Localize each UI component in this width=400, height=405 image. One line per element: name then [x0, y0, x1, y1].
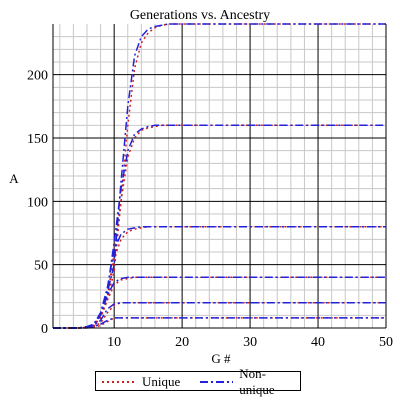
series-line-non-unique-2 — [53, 276, 386, 329]
x-axis-label: G # — [211, 351, 231, 366]
x-tick-label: 50 — [379, 335, 393, 350]
y-tick-label: 200 — [27, 69, 48, 84]
legend-entry-unique: Unique — [102, 373, 180, 391]
legend-swatch-non-unique — [200, 381, 234, 383]
axis-layer — [52, 24, 386, 329]
series-line-non-unique-4 — [53, 124, 386, 329]
chart-title: Generations vs. Ancestry — [130, 8, 270, 23]
legend-entry-non-unique: Non-unique — [200, 366, 300, 397]
x-tick-label: 20 — [175, 335, 189, 350]
x-tick-label: 30 — [243, 335, 257, 350]
y-axis-label: A — [9, 171, 19, 186]
series-line-non-unique-5 — [53, 23, 386, 329]
y-tick-label: 0 — [41, 322, 48, 337]
y-tick-label: 50 — [34, 259, 48, 274]
series-layer — [53, 23, 386, 329]
legend-label-unique: Unique — [142, 374, 181, 389]
series-line-unique-4 — [53, 124, 386, 329]
series-line-unique-0 — [53, 317, 386, 329]
legend-swatch-unique — [102, 381, 136, 383]
x-tick-label: 10 — [107, 335, 121, 350]
grid-layer — [53, 24, 387, 329]
tick-layer: 10 20 30 40 50 0 50 100 150 200 — [27, 69, 393, 350]
y-tick-label: 150 — [27, 132, 48, 147]
x-tick-label: 40 — [311, 335, 325, 350]
legend: Unique Non-unique — [95, 366, 301, 397]
series-line-non-unique-1 — [53, 301, 386, 329]
legend-label-non-unique: Non-unique — [239, 366, 275, 397]
series-line-non-unique-0 — [53, 317, 386, 329]
y-tick-label: 100 — [27, 195, 48, 210]
